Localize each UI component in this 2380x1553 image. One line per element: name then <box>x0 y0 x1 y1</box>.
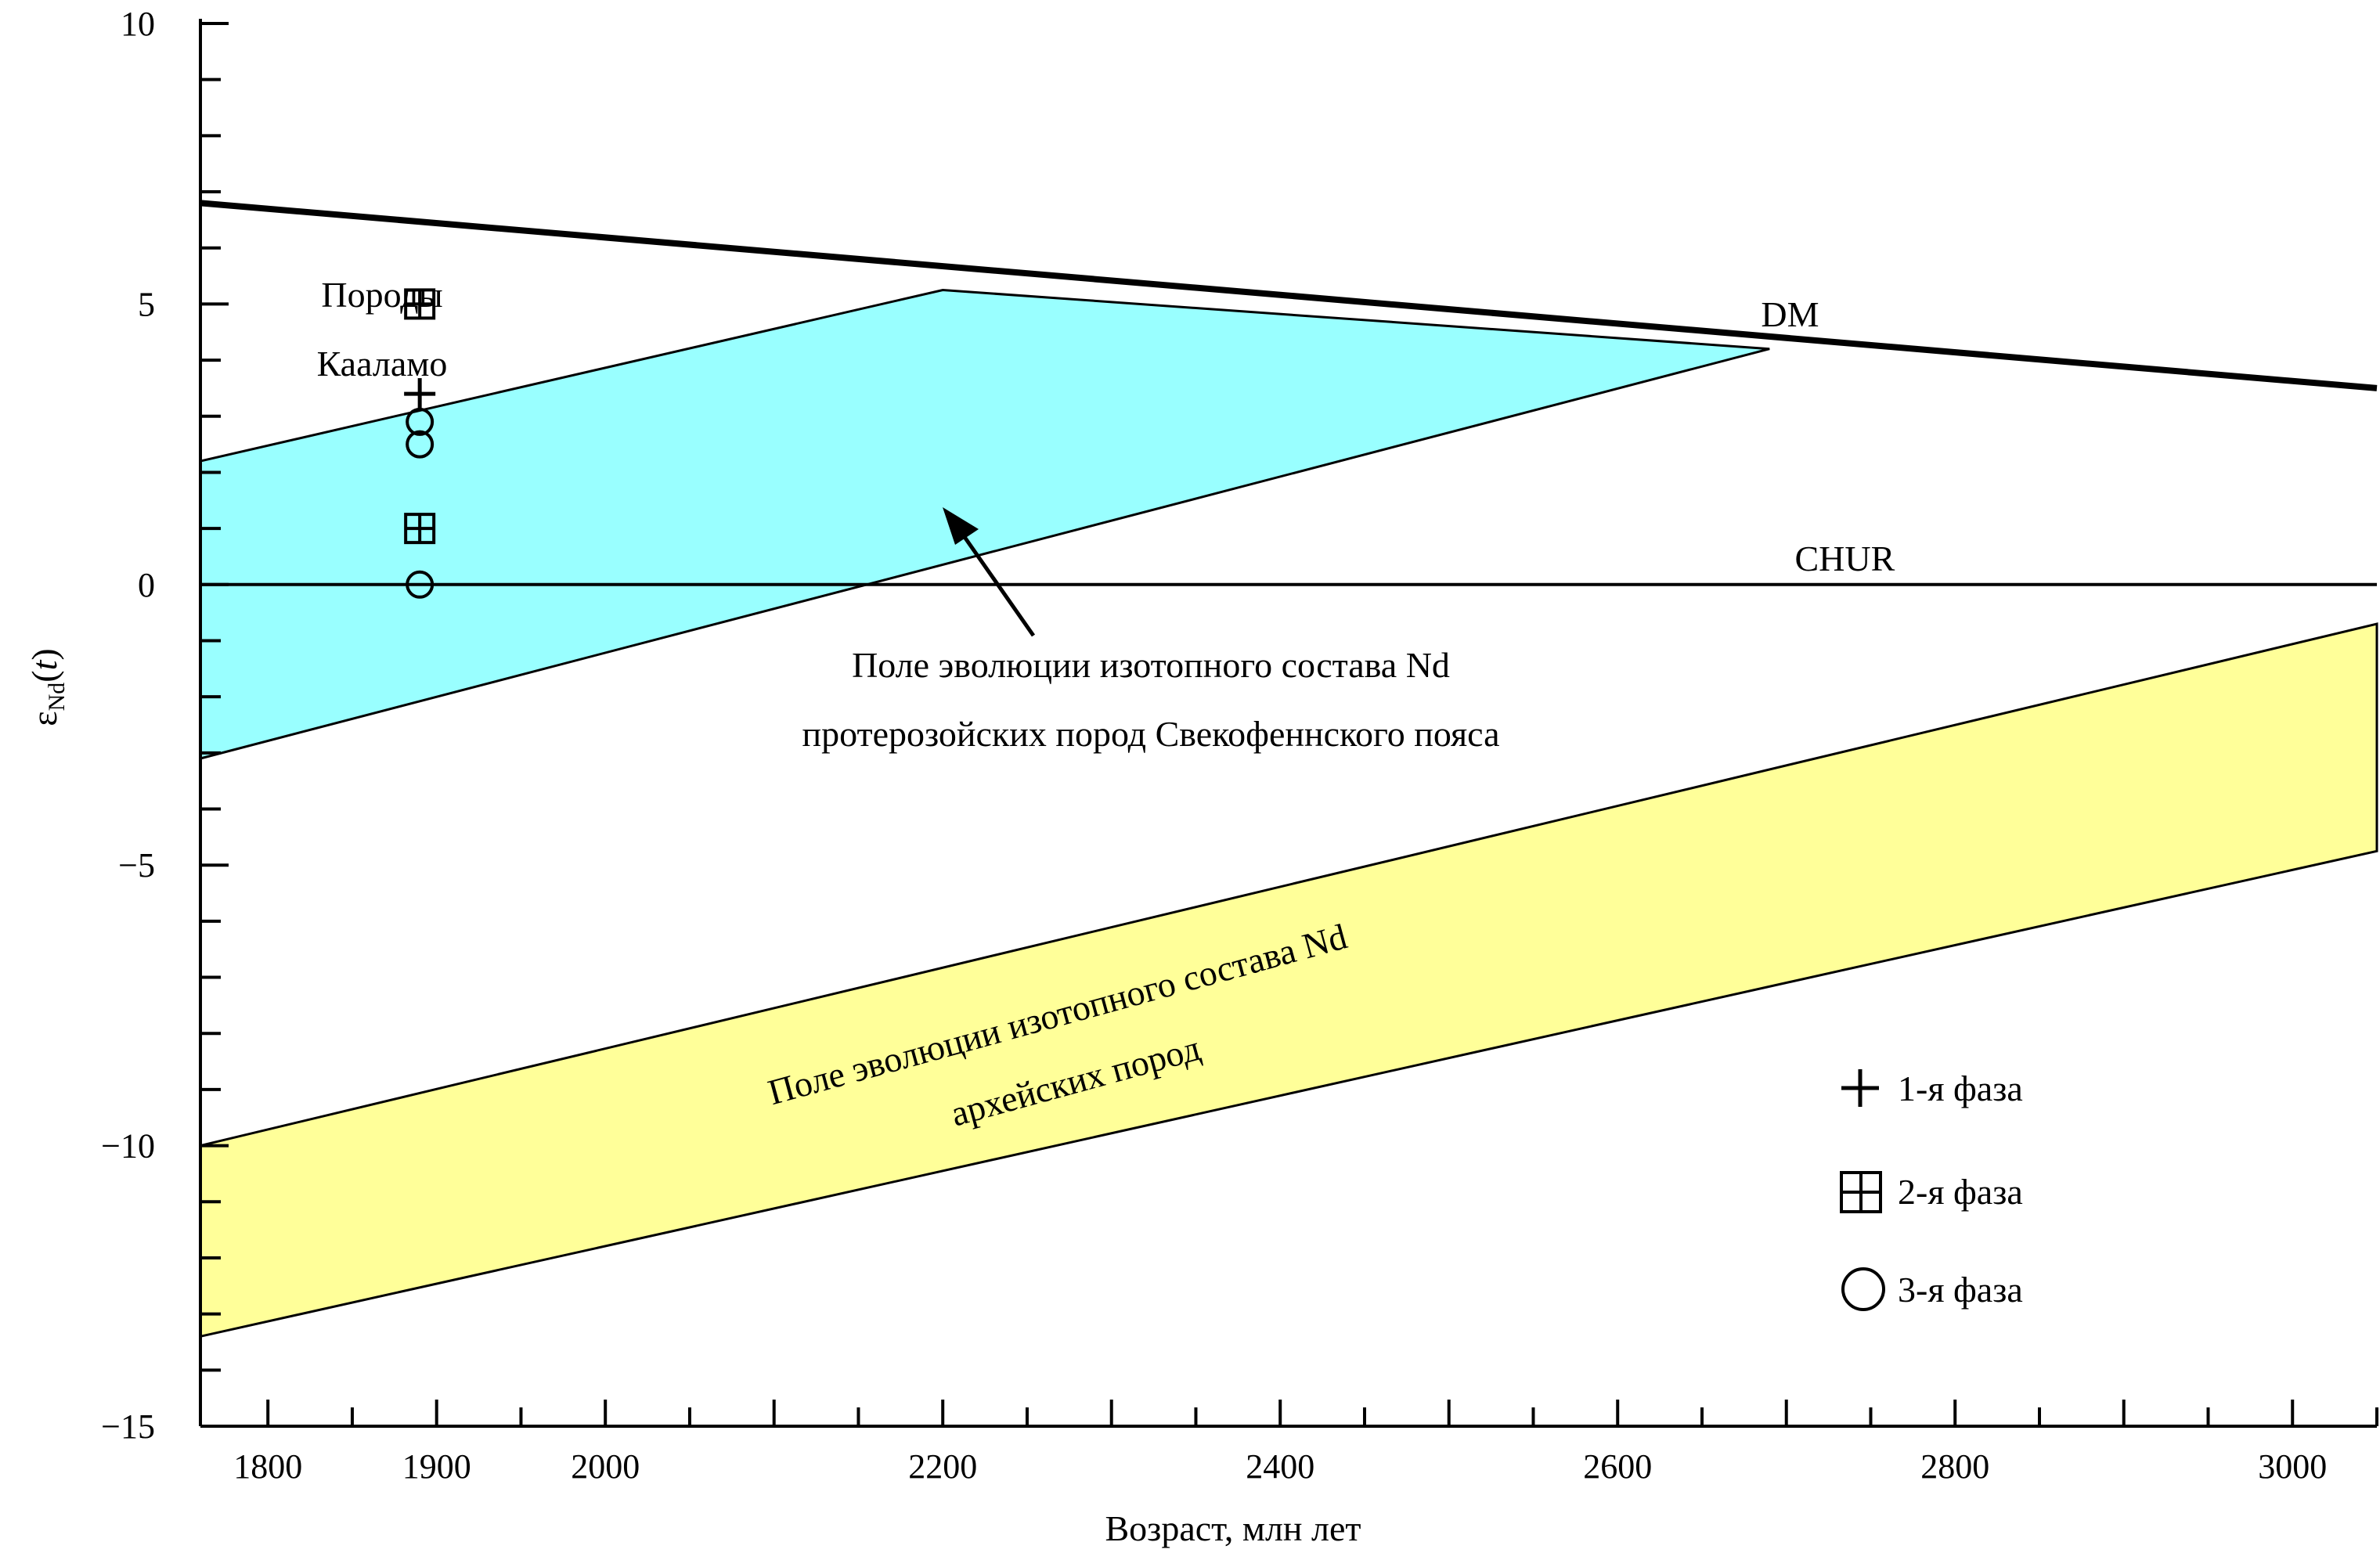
line-label-chur: CHUR <box>1795 539 1895 578</box>
data-point-boxplus <box>404 288 436 320</box>
x-tick-label: 2600 <box>1583 1447 1652 1486</box>
lines-layer <box>200 200 2378 586</box>
x-tick-label: 1800 <box>233 1447 302 1486</box>
x-tick-label: 1900 <box>402 1447 471 1486</box>
annotation-arrow-shaft <box>962 535 1036 637</box>
x-tick-label: 2200 <box>908 1447 977 1486</box>
data-point-circle <box>406 430 435 459</box>
y-tick-label: 5 <box>138 285 155 323</box>
marker-circle <box>406 407 435 436</box>
data-point-circle <box>406 570 435 599</box>
legend-item: 1-я фаза <box>1841 1068 2023 1108</box>
y-tick-label: −10 <box>101 1127 155 1166</box>
x-tick-label: 2000 <box>571 1447 640 1486</box>
y-axis-title-variable: t <box>24 659 64 670</box>
x-tick-label: 2400 <box>1246 1447 1314 1486</box>
y-axis-title: εNd(t) <box>24 648 70 726</box>
marker-circle <box>406 430 435 459</box>
legend-label: 2-я фаза <box>1898 1172 2023 1212</box>
annotation-arrow-head <box>943 507 979 545</box>
data-point-boxplus <box>404 513 436 545</box>
y-axis-title-subscript: Nd <box>44 683 70 712</box>
proterozoic-field-label-line: протерозойских пород Свекофеннского пояс… <box>802 714 1499 754</box>
y-tick-label: −5 <box>118 846 155 885</box>
line-label-dm: DM <box>1761 294 1819 334</box>
legend: 1-я фаза 2-я фаза 3-я фаза <box>1840 1068 2023 1311</box>
proterozoic-field-label-line: Поле эволюции изотопного состава Nd <box>852 645 1450 685</box>
x-tick-label: 3000 <box>2258 1447 2327 1486</box>
y-axis-title-open-paren: ( <box>24 670 64 682</box>
y-tick-label: 10 <box>121 5 155 43</box>
y-axis-title-close-paren: ) <box>24 648 64 660</box>
rocks-label-line: Кааламо <box>317 344 448 384</box>
legend-label: 3-я фаза <box>1898 1270 2023 1310</box>
legend-label: 1-я фаза <box>1898 1068 2023 1108</box>
legend-circle <box>1841 1267 1885 1311</box>
x-tick-label: 2800 <box>1920 1447 1989 1486</box>
markers-layer <box>404 288 436 599</box>
rocks-label-line: Породы <box>321 275 442 315</box>
axes-layer: 10 5 0 −5 −10 −15 1800 1900 2000 2200 2400 2600 2800… <box>101 5 2378 1486</box>
data-point-plus <box>404 378 436 410</box>
line-dm <box>200 200 2378 391</box>
y-tick-label: −15 <box>101 1407 155 1446</box>
data-point-circle <box>406 407 435 436</box>
x-axis-title: Возраст, млн лет <box>1105 1508 1361 1548</box>
fields-layer <box>199 288 2378 1339</box>
legend-item: 3-я фаза <box>1841 1267 2023 1311</box>
legend-item: 2-я фаза <box>1840 1171 2023 1213</box>
y-axis-title-epsilon: ε <box>24 711 64 726</box>
y-tick-label: 0 <box>138 566 155 604</box>
marker-circle <box>406 570 435 599</box>
